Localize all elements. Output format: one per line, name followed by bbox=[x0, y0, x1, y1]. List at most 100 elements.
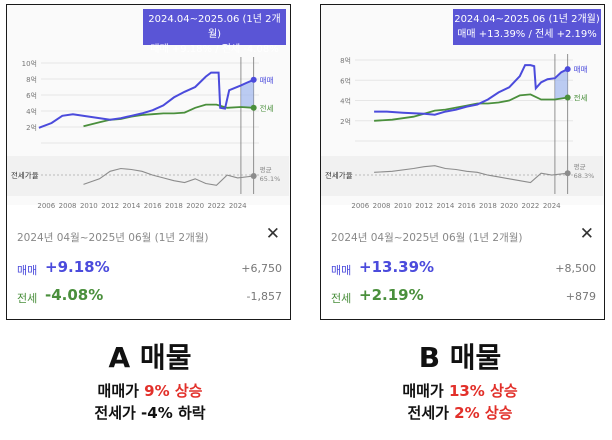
sale-label: 매매 bbox=[17, 264, 38, 277]
ratio-average-value: 68.3% bbox=[574, 172, 595, 180]
x-tick-label: 2010 bbox=[80, 202, 98, 210]
y-tick-label: 6억 bbox=[26, 92, 37, 100]
x-tick-label: 2022 bbox=[208, 202, 226, 210]
caption-a: A 매물 매매가 9% 상승 전세가 -4% 하락 bbox=[30, 336, 270, 432]
ratio-average-value: 65.1% bbox=[260, 175, 281, 183]
series-end-point-sale bbox=[564, 66, 571, 73]
ratio-band bbox=[321, 156, 603, 196]
series-line-jeonse bbox=[374, 93, 568, 122]
summary-period: 2024년 04월~2025년 06월 (1년 2개월) bbox=[331, 232, 523, 244]
y-tick-label: 4억 bbox=[340, 98, 351, 106]
jeonse-change: +2.19% bbox=[359, 286, 424, 304]
ratio-label: 전세가율 bbox=[11, 170, 39, 180]
series-line-ratio bbox=[374, 165, 568, 184]
x-tick-label: 2022 bbox=[522, 202, 540, 210]
highlight-area bbox=[554, 69, 568, 100]
series-line-sale bbox=[38, 71, 255, 129]
tooltip-period: 2024.04~2025.06 (1년 2개월) bbox=[148, 14, 281, 40]
caption-text: 매매가 bbox=[402, 382, 449, 400]
caption-line-2: 전세가 2% 상승 bbox=[340, 402, 580, 423]
jeonse-row: 전세 +2.19% +879 bbox=[331, 286, 596, 308]
x-tick-label: 2020 bbox=[500, 202, 518, 210]
summary-period: 2024년 04월~2025년 06월 (1년 2개월) bbox=[17, 232, 209, 244]
series-line-sale bbox=[374, 64, 569, 116]
x-tick-label: 2018 bbox=[165, 202, 183, 210]
sale-amount: +8,500 bbox=[555, 262, 596, 275]
sale-label: 매매 bbox=[331, 264, 352, 277]
series-label-sale: 매매 bbox=[574, 65, 588, 74]
jeonse-amount: -1,857 bbox=[246, 290, 282, 303]
caption-line-1: 매매가 13% 상승 bbox=[340, 380, 580, 401]
caption-highlight: 2% 상승 bbox=[454, 404, 513, 422]
series-label-jeonse: 전세 bbox=[260, 103, 274, 113]
caption-text: 매매가 bbox=[97, 382, 145, 400]
sale-change: +9.18% bbox=[45, 258, 110, 276]
tooltip-sale: 매매 +9.18% bbox=[150, 44, 213, 55]
x-tick-label: 2020 bbox=[186, 202, 204, 210]
jeonse-label: 전세 bbox=[17, 292, 38, 305]
close-icon[interactable]: ✕ bbox=[265, 224, 280, 244]
tooltip-period: 2024.04~2025.06 (1년 2개월) bbox=[454, 14, 600, 25]
series-line-jeonse bbox=[83, 103, 254, 128]
sale-row: 매매 +9.18% +6,750 bbox=[17, 258, 282, 280]
period-tooltip: 2024.04~2025.06 (1년 2개월) 매매 +9.18% / 전세 … bbox=[143, 9, 286, 55]
jeonse-change: -4.08% bbox=[45, 286, 104, 304]
x-tick-label: 2024 bbox=[229, 202, 247, 210]
x-tick-label: 2014 bbox=[122, 202, 140, 210]
caption-highlight: 9% 상승 bbox=[144, 382, 203, 400]
ratio-average-label: 평균 bbox=[574, 162, 586, 171]
tooltip-jeonse: 전세 +2.19% bbox=[535, 29, 597, 40]
sale-change: +13.39% bbox=[359, 258, 435, 276]
caption-highlight: 13% 상승 bbox=[448, 382, 518, 400]
ratio-label: 전세가율 bbox=[325, 170, 353, 180]
close-icon[interactable]: ✕ bbox=[579, 224, 594, 244]
series-end-point-ratio bbox=[250, 173, 257, 179]
y-tick-label: 4억 bbox=[26, 108, 37, 116]
y-tick-label: 6억 bbox=[340, 77, 351, 85]
sale-amount: +6,750 bbox=[241, 262, 282, 275]
series-end-point-jeonse bbox=[564, 94, 571, 101]
ratio-average-label: 평균 bbox=[260, 165, 272, 174]
x-tick-label: 2012 bbox=[101, 202, 119, 210]
caption-text: 전세가 bbox=[407, 404, 455, 422]
x-tick-label: 2016 bbox=[144, 202, 162, 210]
x-tick-label: 2018 bbox=[479, 202, 497, 210]
series-end-point-sale bbox=[250, 76, 257, 83]
series-end-point-jeonse bbox=[250, 104, 257, 111]
chart-panel-b: 2억 4억 6억 8억 전세가율 매매 전세 평균 68.3% 2006 2008 2010 2012 2… bbox=[320, 4, 605, 320]
caption-line-2: 전세가 -4% 하락 bbox=[30, 402, 270, 423]
highlight-area bbox=[240, 79, 254, 108]
series-line-ratio bbox=[83, 167, 254, 186]
caption-b: B 매물 매매가 13% 상승 전세가 2% 상승 bbox=[340, 336, 580, 432]
caption-line-1: 매매가 9% 상승 bbox=[30, 380, 270, 401]
period-tooltip: 2024.04~2025.06 (1년 2개월) 매매 +13.39% / 전세… bbox=[453, 9, 601, 45]
x-tick-label: 2024 bbox=[543, 202, 561, 210]
jeonse-row: 전세 -4.08% -1,857 bbox=[17, 286, 282, 308]
y-tick-label: 2억 bbox=[26, 124, 37, 132]
jeonse-amount: +879 bbox=[565, 290, 596, 303]
x-tick-label: 2016 bbox=[458, 202, 476, 210]
summary-card: 2024년 04월~2025년 06월 (1년 2개월) ✕ 매매 +13.39… bbox=[321, 220, 604, 319]
summary-card: 2024년 04월~2025년 06월 (1년 2개월) ✕ 매매 +9.18%… bbox=[7, 220, 290, 319]
y-tick-label: 2억 bbox=[340, 118, 351, 126]
caption-title: B 매물 bbox=[418, 341, 502, 374]
series-label-jeonse: 전세 bbox=[574, 92, 588, 102]
ratio-band bbox=[7, 156, 289, 196]
tooltip-sale: 매매 +13.39% bbox=[457, 29, 526, 40]
x-tick-label: 2014 bbox=[436, 202, 454, 210]
sale-row: 매매 +13.39% +8,500 bbox=[331, 258, 596, 280]
y-tick-label: 8억 bbox=[340, 57, 351, 65]
caption-text: 전세가 -4% 하락 bbox=[94, 404, 206, 422]
series-label-sale: 매매 bbox=[260, 76, 274, 85]
x-tick-label: 2006 bbox=[351, 202, 369, 210]
y-tick-label: 8억 bbox=[26, 76, 37, 84]
series-end-point-ratio bbox=[564, 170, 571, 177]
x-tick-label: 2012 bbox=[415, 202, 433, 210]
y-tick-label: 10억 bbox=[22, 60, 37, 68]
chart-panel-a: 2억 4억 6억 8억 10억 전세가율 매매 전세 평균 65.1% 2006 2008 2010 20… bbox=[6, 4, 291, 320]
caption-title: A 매물 bbox=[108, 341, 192, 374]
x-tick-label: 2008 bbox=[59, 202, 77, 210]
jeonse-label: 전세 bbox=[331, 292, 352, 305]
